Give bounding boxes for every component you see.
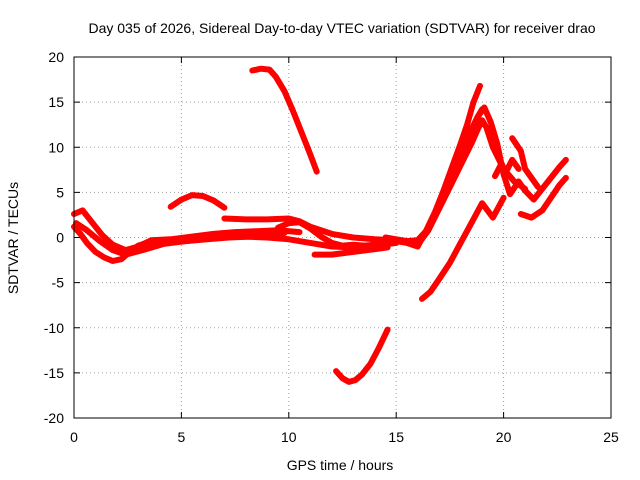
series-line-arc-9 (333, 326, 391, 385)
x-tick-label: 10 (281, 429, 297, 445)
x-axis-label: GPS time / hours (287, 457, 394, 473)
y-tick-label: 20 (48, 49, 64, 65)
axis-ticks: 0 5 10 15 20 25 -20 -15 -10 -5 0 5 10 15 20 (44, 49, 619, 445)
x-tick-label: 0 (70, 429, 78, 445)
series-line-arc-15 (492, 156, 522, 180)
series-line-arc-17 (517, 174, 569, 221)
series-line-arc-11 (393, 82, 483, 250)
data-series (71, 65, 569, 385)
x-tick-label: 15 (388, 429, 404, 445)
y-tick-label: -5 (52, 275, 65, 291)
series-line-arc-13 (419, 194, 507, 302)
y-tick-label: 15 (48, 94, 64, 110)
y-tick-label: 0 (56, 230, 64, 246)
y-axis-label: SDTVAR / TECUs (5, 182, 21, 294)
series-line-arc-14 (457, 104, 569, 203)
x-tick-label: 5 (178, 429, 186, 445)
y-tick-label: -15 (44, 365, 64, 381)
y-tick-label: -20 (44, 410, 64, 426)
series-line-arc-2 (71, 207, 303, 254)
series-line-arc-3 (73, 220, 288, 258)
x-tick-label: 25 (603, 429, 619, 445)
series-line-arc-7 (311, 244, 391, 258)
x-tick-label: 20 (496, 429, 512, 445)
y-tick-label: 5 (56, 184, 64, 200)
series-line-arc-6 (275, 219, 400, 249)
chart-title: Day 035 of 2026, Sidereal Day-to-day VTE… (88, 20, 595, 36)
series-line-arc-8 (249, 65, 320, 175)
series-line-arc-4 (167, 192, 228, 211)
y-tick-label: -10 (44, 320, 64, 336)
y-tick-label: 10 (48, 139, 64, 155)
series-line-arc-16 (509, 135, 541, 190)
